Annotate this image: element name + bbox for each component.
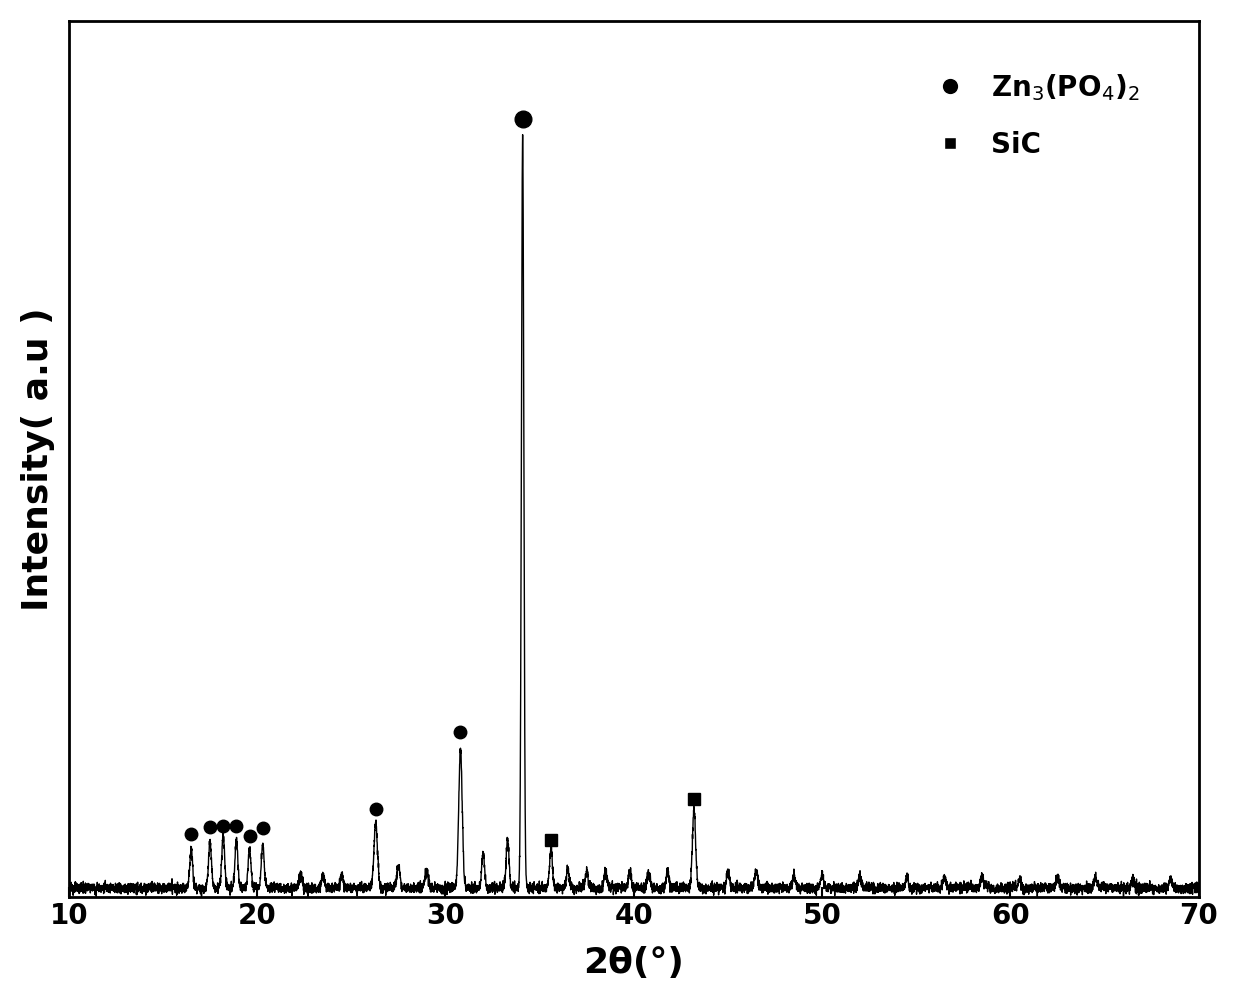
Y-axis label: Intensity( a.u ): Intensity( a.u ) <box>21 307 55 611</box>
X-axis label: 2θ(°): 2θ(°) <box>584 946 684 980</box>
Legend: Zn$_3$(PO$_4$)$_2$, SiC: Zn$_3$(PO$_4$)$_2$, SiC <box>911 61 1151 170</box>
